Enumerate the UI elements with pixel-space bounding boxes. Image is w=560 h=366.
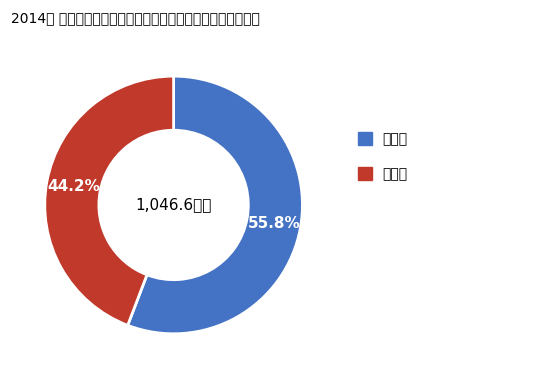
Text: 55.8%: 55.8%: [248, 216, 300, 231]
Text: 2014年 商業年間商品販売額にしめる卸売業と小売業のシェア: 2014年 商業年間商品販売額にしめる卸売業と小売業のシェア: [11, 11, 260, 25]
Text: 44.2%: 44.2%: [47, 179, 100, 194]
Text: 1,046.6億円: 1,046.6億円: [136, 198, 212, 212]
Wedge shape: [128, 76, 302, 334]
Legend: 卸売業, 小売業: 卸売業, 小売業: [358, 132, 408, 181]
Wedge shape: [45, 76, 174, 325]
